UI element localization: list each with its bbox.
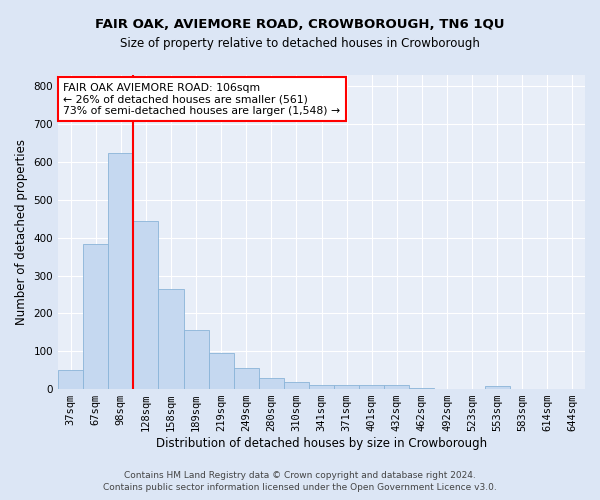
Y-axis label: Number of detached properties: Number of detached properties <box>15 139 28 325</box>
Bar <box>259 378 284 389</box>
Text: FAIR OAK, AVIEMORE ROAD, CROWBOROUGH, TN6 1QU: FAIR OAK, AVIEMORE ROAD, CROWBOROUGH, TN… <box>95 18 505 30</box>
Bar <box>58 370 83 389</box>
Bar <box>409 388 434 389</box>
Bar <box>233 368 259 389</box>
Bar <box>384 386 409 389</box>
Text: Size of property relative to detached houses in Crowborough: Size of property relative to detached ho… <box>120 38 480 51</box>
Bar <box>309 386 334 389</box>
Bar <box>359 384 384 389</box>
Bar <box>284 382 309 389</box>
Bar <box>108 152 133 389</box>
Bar <box>184 330 209 389</box>
Bar <box>334 384 359 389</box>
Bar <box>83 244 108 389</box>
Bar <box>209 353 233 389</box>
Text: FAIR OAK AVIEMORE ROAD: 106sqm
← 26% of detached houses are smaller (561)
73% of: FAIR OAK AVIEMORE ROAD: 106sqm ← 26% of … <box>64 83 340 116</box>
Text: Contains HM Land Registry data © Crown copyright and database right 2024.
Contai: Contains HM Land Registry data © Crown c… <box>103 471 497 492</box>
Bar <box>133 222 158 389</box>
X-axis label: Distribution of detached houses by size in Crowborough: Distribution of detached houses by size … <box>156 437 487 450</box>
Bar <box>158 289 184 389</box>
Bar <box>485 386 510 389</box>
